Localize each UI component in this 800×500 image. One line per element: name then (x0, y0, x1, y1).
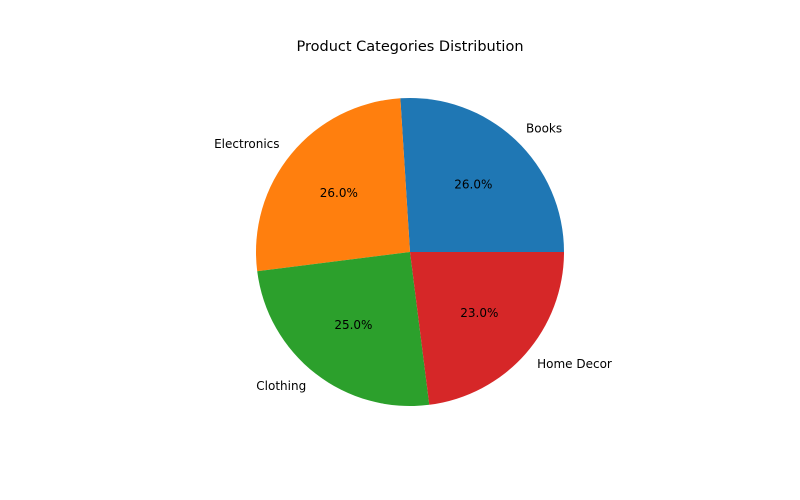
slice-label-clothing: Clothing (256, 379, 306, 393)
pie-slice-electronics (255, 98, 410, 272)
slice-label-home-decor: Home Decor (537, 357, 612, 371)
percent-label-home-decor: 23.0% (460, 306, 498, 320)
slice-label-books: Books (526, 122, 562, 136)
pie-labels: Books 26.0% Electronics 26.0% Clothing 25.0% H… (214, 122, 612, 393)
pie-slice-clothing (257, 252, 430, 407)
percent-label-books: 26.0% (454, 178, 492, 192)
pie-slice-books (400, 97, 564, 252)
percent-label-electronics: 26.0% (320, 186, 358, 200)
chart-title: Product Categories Distribution (296, 39, 523, 55)
pie-slices (255, 97, 564, 407)
pie-slice-home-decor (410, 252, 564, 405)
percent-label-clothing: 25.0% (334, 318, 372, 332)
slice-label-electronics: Electronics (214, 137, 279, 151)
